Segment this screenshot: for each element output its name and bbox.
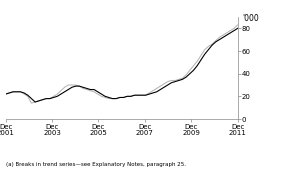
Text: (a) Breaks in trend series—see Explanatory Notes, paragraph 25.: (a) Breaks in trend series—see Explanato… [6, 162, 186, 167]
Text: '000: '000 [242, 14, 259, 23]
